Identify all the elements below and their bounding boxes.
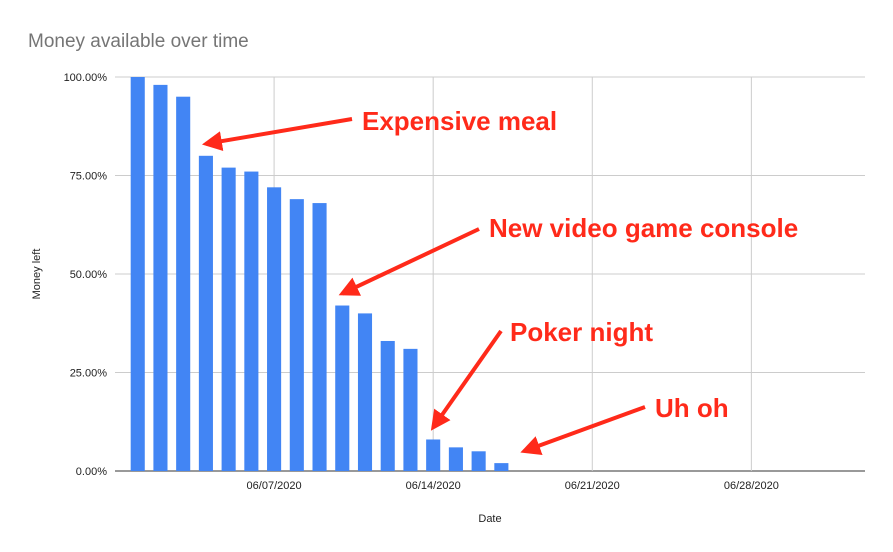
bar — [494, 463, 509, 471]
y-tick-label: 75.00% — [70, 171, 108, 183]
x-tick-label: 06/21/2020 — [565, 480, 620, 492]
bar — [221, 167, 236, 471]
annotation-arrow — [201, 117, 353, 151]
bar — [448, 447, 463, 471]
bar — [176, 96, 191, 471]
bar — [357, 313, 373, 471]
bar — [244, 171, 259, 471]
y-axis-label: Money left — [31, 249, 43, 300]
x-tick-label: 06/14/2020 — [406, 480, 461, 492]
y-tick-label: 0.00% — [76, 466, 107, 478]
bar — [198, 155, 213, 472]
annotation-label: Poker night — [510, 317, 653, 347]
y-tick-label: 50.00% — [70, 269, 108, 281]
y-tick-label: 25.00% — [70, 368, 108, 380]
x-tick-label: 06/28/2020 — [724, 480, 779, 492]
x-axis-label: Date — [478, 513, 501, 525]
annotation-label: Uh oh — [655, 393, 729, 423]
bar — [312, 203, 327, 471]
x-tick-label: 06/07/2020 — [247, 480, 302, 492]
annotation-label: New video game console — [489, 213, 798, 243]
bar — [289, 199, 304, 471]
annotation-arrow — [338, 227, 480, 296]
annotation-label: Expensive meal — [362, 106, 557, 136]
annotation-arrow — [520, 405, 646, 456]
annotation-arrow — [430, 329, 503, 431]
annotations: Expensive meal New video game console Poke… — [201, 106, 798, 456]
ticks: 0.00% 25.00% 50.00% 75.00% 100.00% 06/07/2020… — [64, 72, 779, 492]
chart-title: Money available over time — [28, 31, 249, 52]
y-tick-label: 100.00% — [64, 72, 108, 84]
bar — [380, 340, 395, 471]
bar — [471, 451, 486, 471]
bar — [403, 348, 418, 471]
bars — [130, 77, 509, 472]
bar — [267, 187, 282, 471]
bar — [130, 77, 145, 471]
bar — [426, 439, 441, 471]
bar — [335, 305, 350, 471]
bar — [153, 84, 168, 471]
